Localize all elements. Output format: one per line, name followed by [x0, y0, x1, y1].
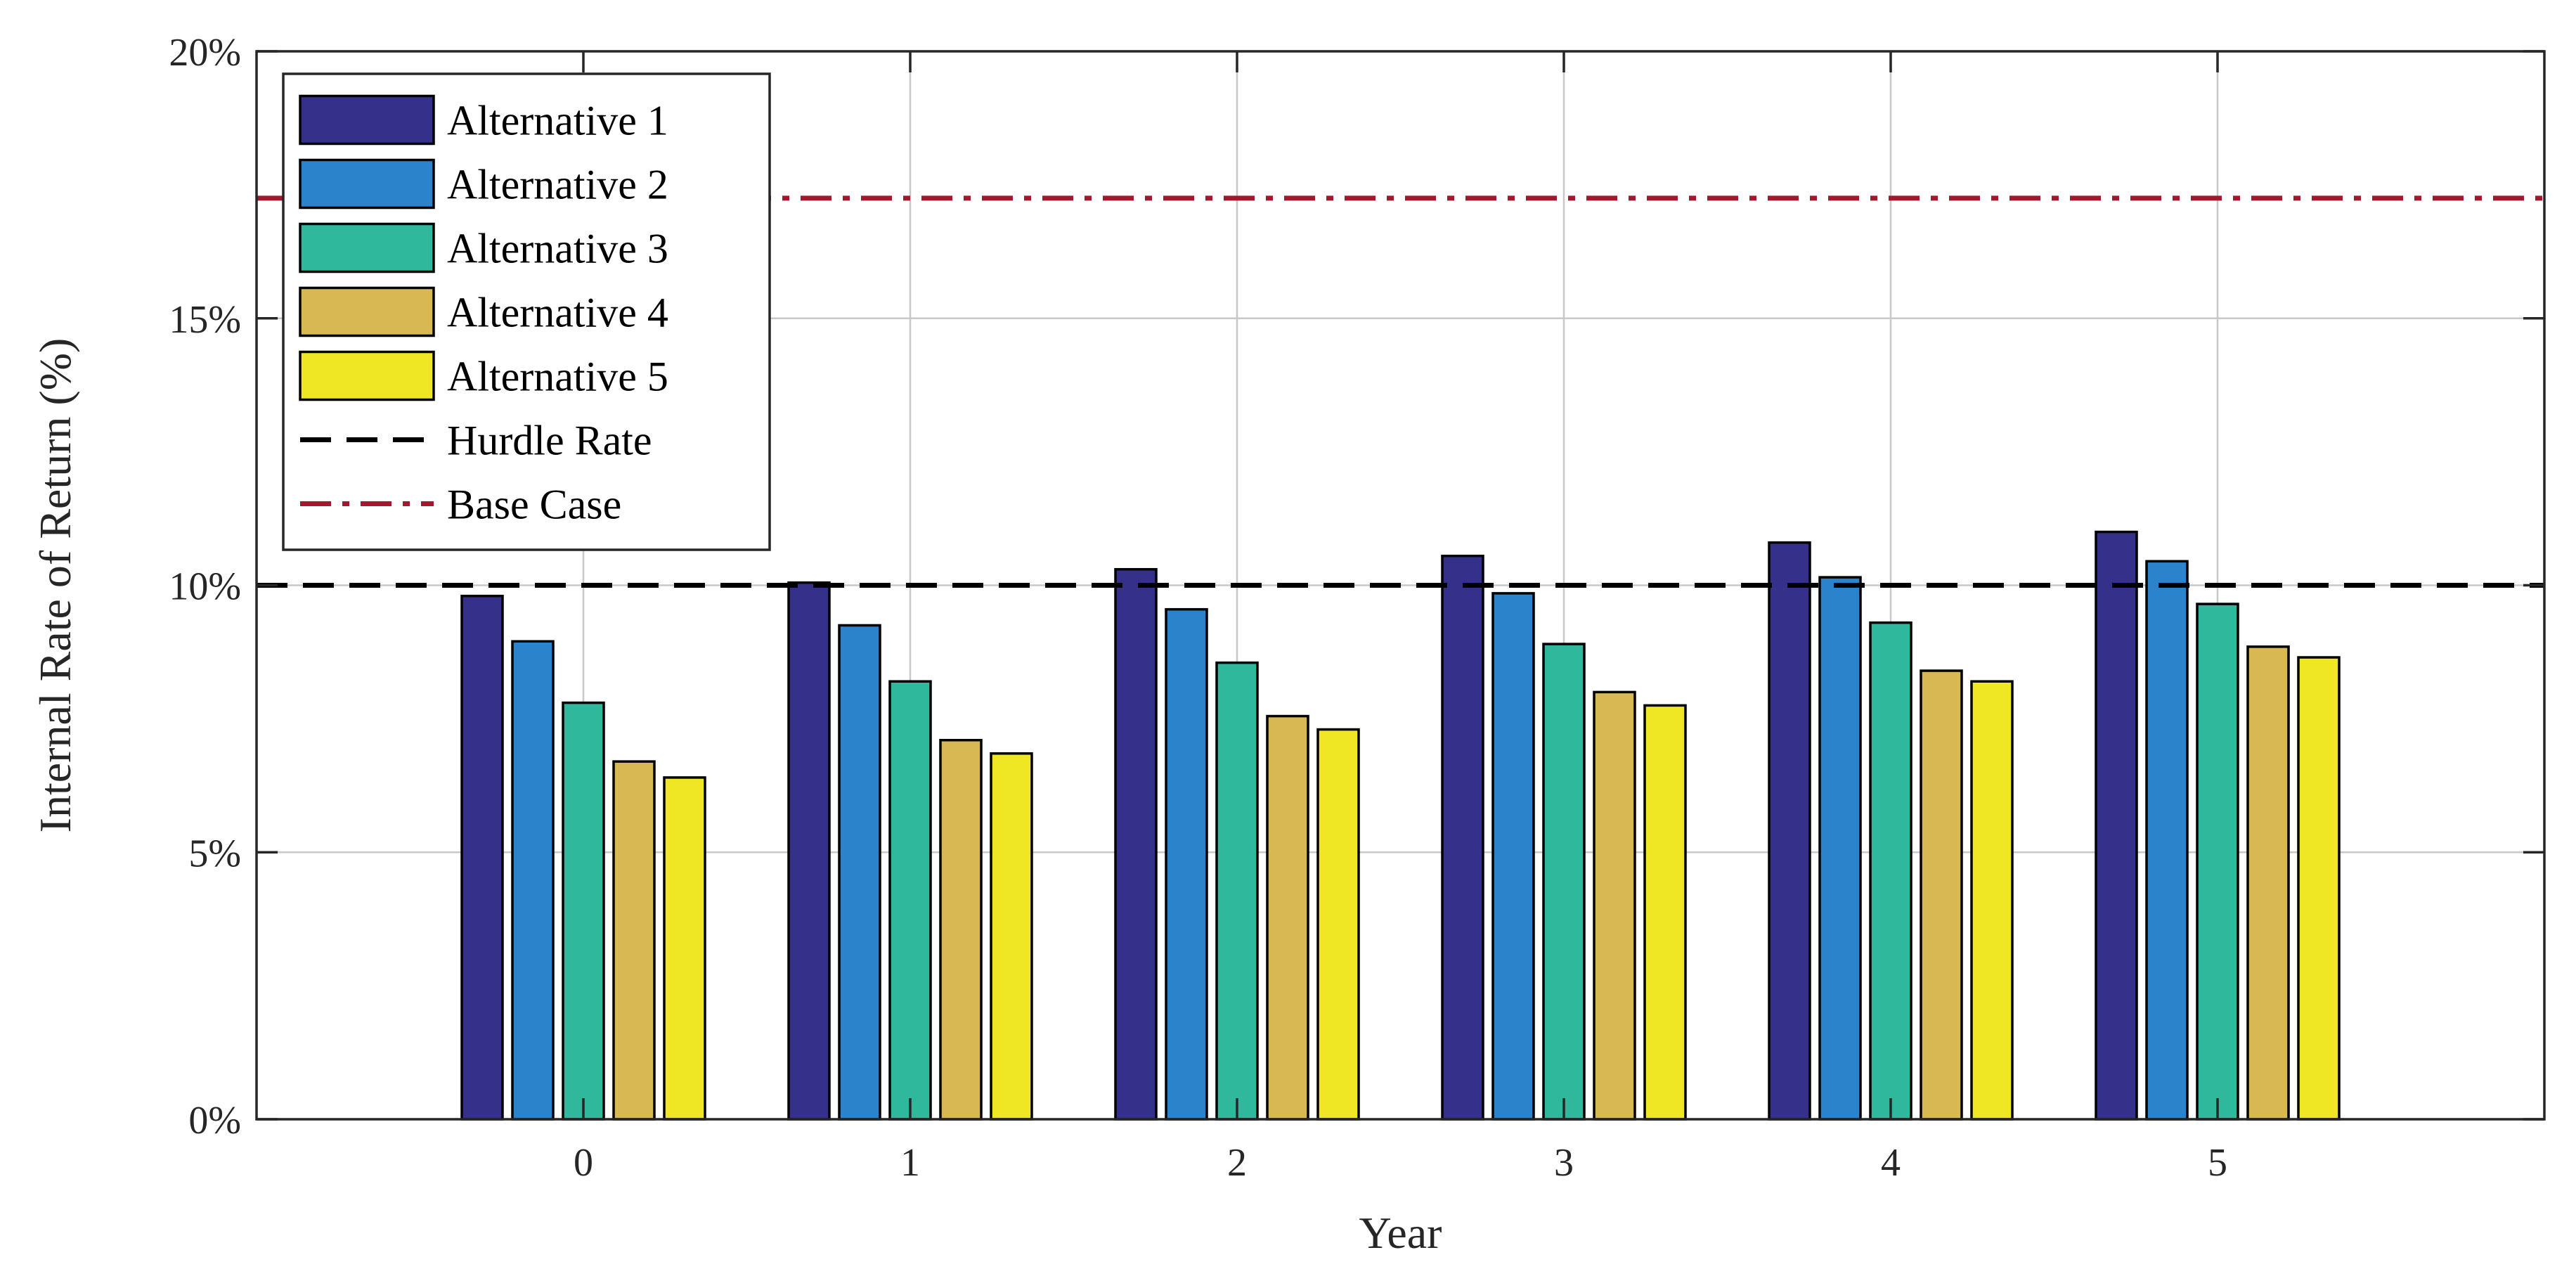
bar-alternative-5-year-5 [2297, 656, 2341, 1121]
bar-alternative-3-year-3 [1542, 643, 1586, 1121]
bar-alternative-2-year-0 [511, 640, 555, 1121]
bar-alternative-5-year-3 [1643, 704, 1687, 1121]
x-tick-label: 1 [900, 1141, 920, 1185]
bar-alternative-1-year-5 [2095, 530, 2138, 1121]
x-tick-label: 5 [2208, 1141, 2227, 1185]
y-tick-label: 5% [188, 832, 241, 875]
x-tick-label: 2 [1227, 1141, 1247, 1185]
legend-label: Alternative 5 [447, 354, 668, 400]
legend-swatch-alternative-4 [299, 286, 435, 337]
bar-alternative-2-year-5 [2145, 560, 2189, 1121]
bar-alternative-5-year-0 [663, 776, 706, 1121]
bar-alternative-5-year-4 [1970, 680, 2014, 1121]
y-axis-title: Internal Rate of Return (%) [30, 338, 80, 833]
bar-alternative-4-year-2 [1266, 714, 1309, 1121]
legend-label: Alternative 3 [447, 226, 668, 272]
legend-label: Alternative 2 [447, 162, 668, 208]
bar-alternative-1-year-4 [1768, 541, 1811, 1121]
bar-alternative-1-year-1 [787, 581, 831, 1121]
bar-alternative-4-year-5 [2246, 645, 2290, 1121]
bar-alternative-4-year-4 [1920, 669, 1963, 1121]
x-tick-label: 4 [1881, 1141, 1901, 1185]
bar-alternative-1-year-0 [460, 594, 504, 1121]
bar-alternative-3-year-1 [888, 680, 932, 1121]
bar-alternative-2-year-2 [1165, 607, 1208, 1121]
bar-alternative-3-year-4 [1869, 621, 1912, 1121]
x-axis-title: Year [1359, 1208, 1442, 1258]
legend-label: Alternative 4 [447, 290, 668, 336]
bar-alternative-2-year-1 [838, 624, 881, 1121]
tick-labels: 0% 5% 10% 15% 20% 0 1 2 3 4 5 [169, 31, 2227, 1185]
legend-label: Base Case [447, 482, 621, 528]
bar-alternative-5-year-1 [990, 752, 1033, 1121]
bar-alternative-4-year-0 [612, 760, 656, 1121]
axes [255, 50, 2546, 1121]
bar-alternative-3-year-5 [2196, 603, 2239, 1121]
x-tick-label: 3 [1554, 1141, 1574, 1185]
bar-alternative-3-year-2 [1215, 661, 1259, 1121]
bar-alternative-2-year-3 [1491, 592, 1535, 1121]
legend: Alternative 1 Alternative 2 Alternative 3 A… [282, 72, 771, 551]
y-tick-label: 0% [188, 1099, 241, 1142]
bar-series [460, 530, 2341, 1121]
legend-label: Alternative 1 [447, 98, 668, 144]
legend-label: Hurdle Rate [447, 418, 652, 464]
bar-alternative-1-year-2 [1114, 567, 1158, 1121]
bar-alternative-4-year-1 [939, 739, 983, 1121]
bar-alternative-3-year-0 [562, 701, 605, 1121]
legend-swatch-alternative-2 [299, 158, 435, 210]
y-tick-label: 10% [169, 565, 241, 609]
bar-alternative-5-year-2 [1316, 728, 1360, 1121]
bar-alternative-4-year-3 [1593, 690, 1636, 1121]
x-tick-label: 0 [574, 1141, 593, 1185]
legend-swatch-alternative-1 [299, 94, 435, 146]
y-tick-label: 15% [169, 298, 241, 342]
legend-swatch-alternative-3 [299, 222, 435, 273]
bar-alternative-2-year-4 [1818, 576, 1862, 1121]
bar-alternative-1-year-3 [1441, 554, 1484, 1121]
y-tick-label: 20% [169, 31, 241, 75]
legend-swatch-alternative-5 [299, 350, 435, 401]
